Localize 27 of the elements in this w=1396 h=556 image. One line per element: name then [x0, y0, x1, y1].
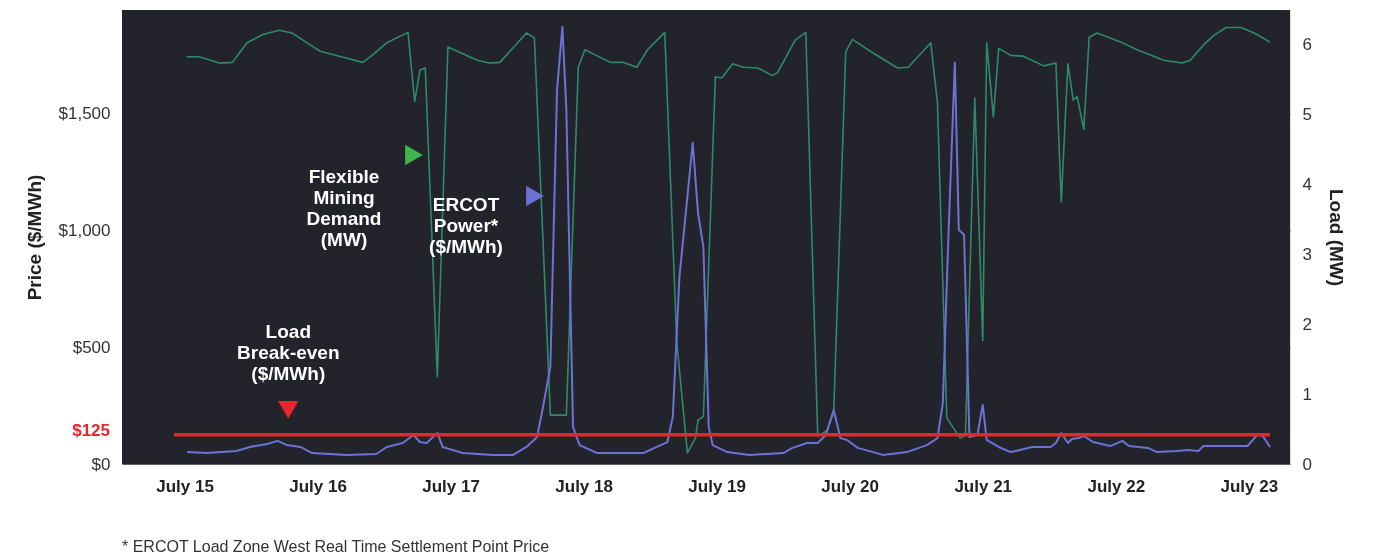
y2-tick-label: 6	[1302, 35, 1312, 55]
ref-line-label: $125	[72, 420, 110, 440]
text: Flexible Mining Demand (MW)	[306, 166, 382, 250]
x-tick-label: July 18	[555, 476, 613, 496]
y2-tick-label: 1	[1302, 384, 1312, 404]
y-tick-label: $1,500	[58, 104, 111, 124]
y-axis-title: Price ($/MWh)	[23, 174, 45, 301]
y2-tick-label: 5	[1302, 105, 1312, 125]
x-tick-label: July 16	[289, 476, 347, 496]
legend-label: ERCOT Power* ($/MWh)	[429, 194, 503, 257]
y2-tick-label: 2	[1302, 314, 1312, 334]
x-tick-label: July 17	[422, 476, 480, 496]
x-tick-label: July 20	[821, 476, 880, 496]
y-tick-label: $500	[72, 337, 111, 357]
x-tick-label: July 19	[688, 476, 746, 496]
y-tick-label: $0	[91, 454, 111, 474]
y2-tick-label: 0	[1302, 454, 1312, 474]
y-tick-label: $1,000	[58, 221, 111, 241]
y2-axis-title: Load (MW)	[1325, 188, 1347, 287]
y2-tick-label: 3	[1302, 244, 1312, 264]
annotation: Load Break-even ($/MWh)	[237, 320, 340, 384]
y2-tick-label: 4	[1302, 175, 1312, 195]
text: * ERCOT Load Zone West Real Time Settlement Point Price	[122, 538, 550, 555]
x-tick-label: July 22	[1087, 476, 1146, 496]
x-tick-label: July 15	[156, 476, 214, 496]
x-tick-label: July 23	[1220, 476, 1279, 496]
x-tick-label: July 21	[954, 476, 1013, 496]
